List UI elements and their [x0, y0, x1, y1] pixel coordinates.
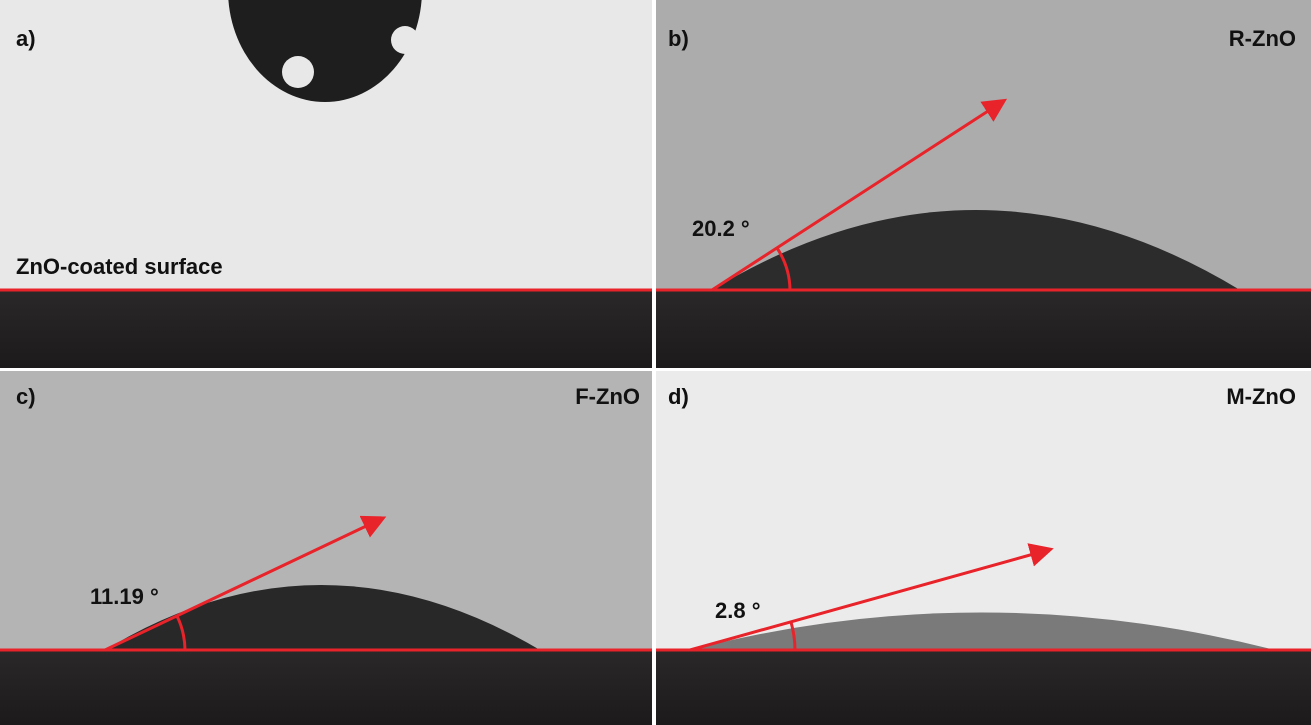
substrate: [656, 290, 1311, 368]
reflection: [391, 26, 419, 54]
caption: ZnO-coated surface: [16, 254, 223, 279]
panel-c: c) F-ZnO 11.19 °: [0, 371, 652, 725]
substrate: [0, 290, 652, 368]
sample-label: M-ZnO: [1226, 384, 1296, 409]
sample-label: F-ZnO: [575, 384, 640, 409]
substrate: [656, 650, 1311, 725]
page: {"panels": [ {"letter": "a)", "caption":…: [0, 0, 1311, 725]
reflection: [282, 56, 314, 88]
panel-d: d) M-ZnO 2.8 °: [656, 371, 1311, 725]
substrate: [0, 650, 652, 725]
panel-letter: d): [668, 384, 689, 409]
angle-label: 11.19 °: [90, 584, 159, 609]
panel-a: a) ZnO-coated surface: [0, 0, 652, 368]
figure: a) ZnO-coated surface b) R-ZnO 20.2 ° c)…: [0, 0, 1311, 725]
angle-label: 2.8 °: [715, 598, 761, 623]
sample-label: R-ZnO: [1229, 26, 1296, 51]
angle-label: 20.2 °: [692, 216, 750, 241]
panel-letter: b): [668, 26, 689, 51]
panel-b: b) R-ZnO 20.2 °: [656, 0, 1311, 368]
panel-letter: c): [16, 384, 36, 409]
panel-letter: a): [16, 26, 36, 51]
